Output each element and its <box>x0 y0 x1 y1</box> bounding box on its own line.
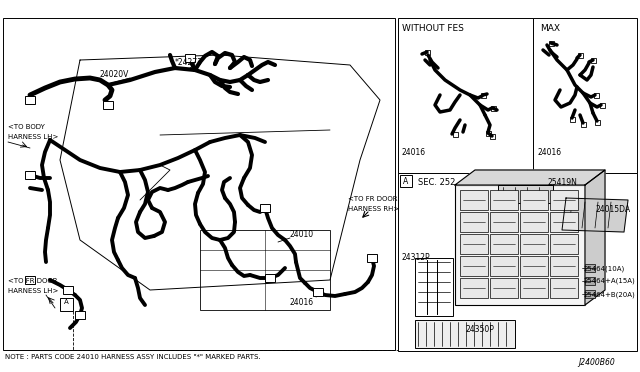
Bar <box>3 18 395 350</box>
Text: 25419N: 25419N <box>548 178 578 187</box>
Text: <TO FR DOOR: <TO FR DOOR <box>8 278 58 284</box>
Bar <box>490 134 495 139</box>
Bar <box>460 212 488 232</box>
Bar <box>460 278 488 298</box>
Bar <box>260 204 270 212</box>
Bar <box>550 256 578 276</box>
Bar <box>60 298 73 311</box>
Bar <box>490 234 518 254</box>
Bar <box>460 234 488 254</box>
Bar <box>400 175 412 187</box>
Bar <box>520 278 548 298</box>
Bar <box>490 190 518 210</box>
Text: <TO BODY: <TO BODY <box>8 124 45 130</box>
Bar <box>595 120 600 125</box>
Bar <box>594 93 599 98</box>
Text: 25464+A(15A): 25464+A(15A) <box>584 278 636 285</box>
Bar <box>585 277 595 285</box>
Bar <box>486 131 491 136</box>
Text: A: A <box>63 299 68 305</box>
Bar <box>25 96 35 104</box>
Bar <box>460 190 488 210</box>
Polygon shape <box>455 170 605 185</box>
Text: MAX: MAX <box>540 24 560 33</box>
Text: HARNESS LH>: HARNESS LH> <box>8 134 58 140</box>
Bar <box>103 101 113 109</box>
Bar <box>63 286 73 294</box>
Bar <box>520 256 548 276</box>
Bar <box>313 288 323 296</box>
Text: 24016: 24016 <box>402 148 426 157</box>
Bar <box>520 190 548 210</box>
Text: SEC. 252: SEC. 252 <box>418 178 456 187</box>
Bar <box>600 103 605 108</box>
Text: 25464(10A): 25464(10A) <box>584 265 625 272</box>
Bar <box>490 256 518 276</box>
Bar <box>570 117 575 122</box>
Text: 24016: 24016 <box>537 148 561 157</box>
Text: WITHOUT FES: WITHOUT FES <box>402 24 464 33</box>
Bar <box>550 278 578 298</box>
Bar <box>415 258 453 316</box>
Bar <box>533 18 637 173</box>
Bar <box>491 106 496 111</box>
Bar <box>591 58 596 63</box>
Bar <box>585 264 595 272</box>
Bar <box>25 171 35 179</box>
Bar <box>549 41 554 46</box>
Bar <box>185 54 195 62</box>
Bar <box>367 254 377 262</box>
Text: J2400B60: J2400B60 <box>579 358 615 367</box>
Bar <box>520 234 548 254</box>
Polygon shape <box>585 170 605 305</box>
Text: *24273: *24273 <box>175 58 203 67</box>
Bar <box>425 50 430 55</box>
Bar <box>481 93 486 98</box>
Text: 24350P: 24350P <box>465 325 494 334</box>
Bar <box>550 190 578 210</box>
Bar <box>415 320 515 348</box>
Bar <box>455 185 585 305</box>
Text: <TO FR DOOR: <TO FR DOOR <box>348 196 397 202</box>
Bar <box>585 290 595 298</box>
Bar <box>398 18 533 173</box>
Bar <box>578 53 583 58</box>
Bar <box>520 212 548 232</box>
Bar <box>265 274 275 282</box>
Polygon shape <box>562 198 628 232</box>
Text: HARNESS RH>: HARNESS RH> <box>348 206 399 212</box>
Text: NOTE : PARTS CODE 24010 HARNESS ASSY INCLUDES "*" MARKED PARTS.: NOTE : PARTS CODE 24010 HARNESS ASSY INC… <box>5 354 260 360</box>
Bar <box>460 256 488 276</box>
Bar <box>490 278 518 298</box>
Bar <box>75 311 85 319</box>
Bar <box>453 132 458 137</box>
Bar <box>200 230 330 310</box>
Text: 24016: 24016 <box>290 298 314 307</box>
Bar <box>550 234 578 254</box>
Text: 24015DA: 24015DA <box>596 205 631 214</box>
Text: 25464+B(20A): 25464+B(20A) <box>584 291 636 298</box>
Text: 24020V: 24020V <box>100 70 129 79</box>
Text: 24312P: 24312P <box>402 253 431 262</box>
Bar <box>498 185 553 203</box>
Bar <box>490 212 518 232</box>
Bar <box>550 212 578 232</box>
Bar <box>581 122 586 127</box>
Text: HARNESS LH>: HARNESS LH> <box>8 288 58 294</box>
Bar <box>25 276 35 284</box>
Bar <box>398 173 637 351</box>
Text: 24010: 24010 <box>290 230 314 239</box>
Text: A: A <box>403 177 408 186</box>
